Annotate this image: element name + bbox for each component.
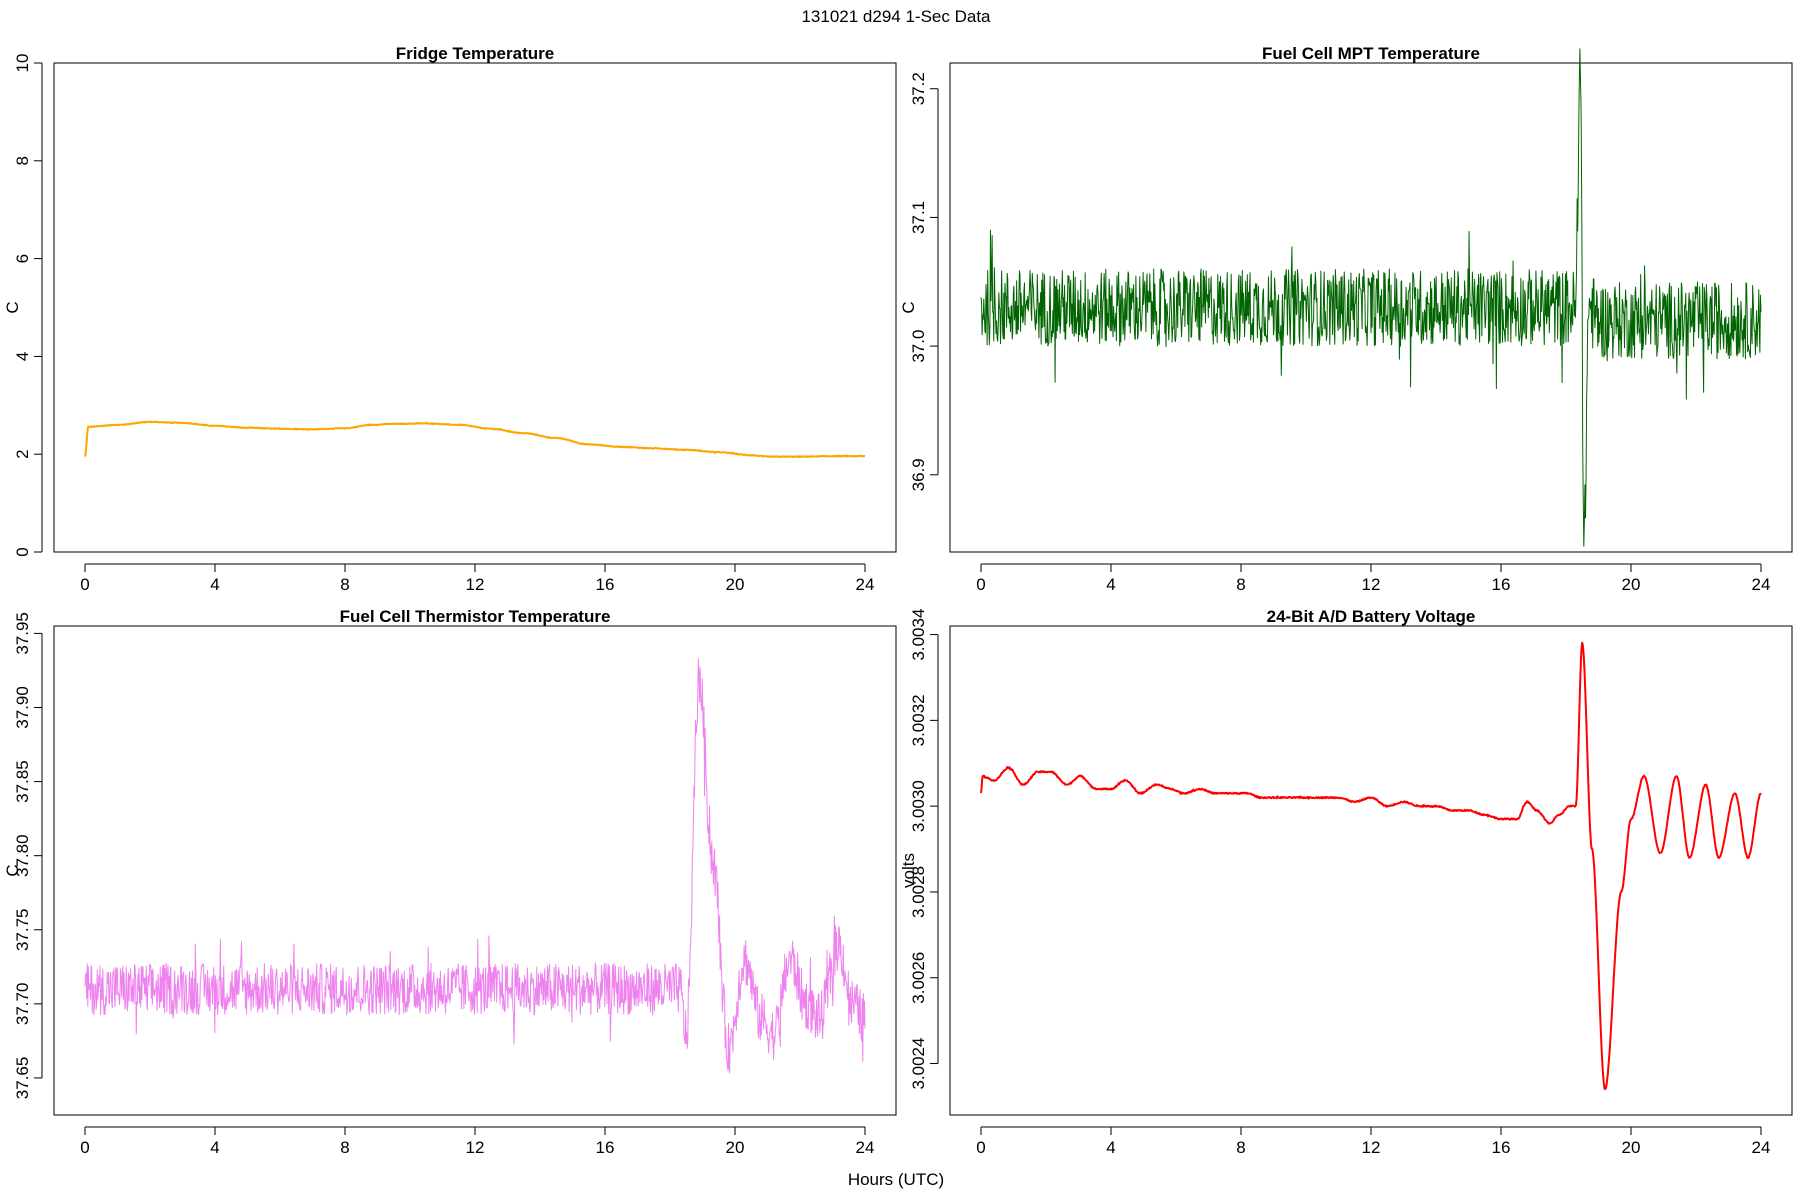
- y-tick-label: 37.90: [13, 686, 32, 729]
- y-tick-label: 36.9: [909, 458, 928, 491]
- x-tick-label: 8: [1236, 1138, 1245, 1157]
- x-tick-label: 16: [596, 575, 615, 594]
- y-tick-label: 6: [13, 254, 32, 263]
- x-tick-label: 20: [1622, 1138, 1641, 1157]
- y-tick-label: 3.0034: [909, 609, 928, 661]
- panel-title: 24-Bit A/D Battery Voltage: [1267, 607, 1476, 626]
- x-tick-label: 4: [1106, 1138, 1115, 1157]
- y-tick-label: 37.70: [13, 983, 32, 1026]
- y-tick-label: 3.0030: [909, 780, 928, 832]
- plot-frame: [949, 625, 1793, 1116]
- series-line-24-bit-a-d-battery-voltage: [980, 641, 1762, 1091]
- panel-title: Fridge Temperature: [396, 44, 554, 63]
- y-tick-label: 3.0024: [909, 1038, 928, 1090]
- x-tick-label: 20: [726, 1138, 745, 1157]
- x-axis-label: Hours (UTC): [848, 1170, 944, 1189]
- x-tick-label: 8: [340, 1138, 349, 1157]
- x-tick-label: 4: [210, 575, 219, 594]
- x-tick-label: 24: [856, 1138, 875, 1157]
- series-line-fridge-temperature: [84, 420, 866, 458]
- x-tick-label: 12: [466, 1138, 485, 1157]
- plot-frame: [53, 625, 897, 1116]
- y-tick-label: 0: [13, 547, 32, 556]
- x-tick-label: 16: [596, 1138, 615, 1157]
- y-tick-label: 3.0032: [909, 694, 928, 746]
- x-tick-label: 24: [856, 575, 875, 594]
- y-axis-label: volts: [899, 853, 918, 888]
- figure-title: 131021 d294 1-Sec Data: [801, 7, 991, 26]
- y-axis-label: C: [899, 301, 918, 313]
- x-tick-label: 0: [80, 1138, 89, 1157]
- panel-fuel-cell-thermistor-temperature: Fuel Cell Thermistor Temperature C 0 4 8 12 16…: [3, 607, 897, 1157]
- y-tick-label: 37.65: [13, 1057, 32, 1100]
- x-tick-label: 12: [1362, 1138, 1381, 1157]
- panel-title: Fuel Cell MPT Temperature: [1262, 44, 1480, 63]
- x-tick-label: 16: [1492, 1138, 1511, 1157]
- series-line-fuel-cell-mpt-temperature: [980, 48, 1762, 547]
- panel-fuel-cell-mpt-temperature: Fuel Cell MPT Temperature C 0 4 8 12 16 20 24 36.…: [899, 44, 1793, 594]
- x-tick-label: 12: [1362, 575, 1381, 594]
- x-tick-label: 0: [80, 575, 89, 594]
- x-tick-label: 4: [210, 1138, 219, 1157]
- panel-battery-voltage: 24-Bit A/D Battery Voltage volts 0 4 8 12 16 20…: [899, 607, 1793, 1157]
- x-tick-label: 8: [1236, 575, 1245, 594]
- y-tick-label: 37.95: [13, 612, 32, 655]
- x-tick-label: 20: [726, 575, 745, 594]
- y-tick-label: 37.75: [13, 908, 32, 951]
- plot-frame: [949, 62, 1793, 553]
- y-tick-label: 3.0028: [909, 866, 928, 918]
- y-tick-label: 37.1: [909, 201, 928, 234]
- y-tick-label: 37.0: [909, 330, 928, 363]
- x-tick-label: 8: [340, 575, 349, 594]
- x-tick-label: 0: [976, 1138, 985, 1157]
- y-tick-label: 3.0026: [909, 952, 928, 1004]
- y-tick-label: 37.85: [13, 760, 32, 803]
- x-tick-label: 20: [1622, 575, 1641, 594]
- y-tick-label: 37.2: [909, 72, 928, 105]
- x-tick-label: 24: [1752, 575, 1771, 594]
- y-tick-label: 4: [13, 352, 32, 361]
- x-tick-label: 16: [1492, 575, 1511, 594]
- plot-frame: [53, 62, 897, 553]
- y-tick-label: 8: [13, 156, 32, 165]
- x-tick-label: 0: [976, 575, 985, 594]
- series-line-fuel-cell-thermistor-temperature: [84, 658, 866, 1074]
- panel-title: Fuel Cell Thermistor Temperature: [340, 607, 611, 626]
- x-tick-label: 4: [1106, 575, 1115, 594]
- x-tick-label: 12: [466, 575, 485, 594]
- y-tick-label: 2: [13, 449, 32, 458]
- y-axis-label: C: [3, 864, 22, 876]
- y-axis-label: C: [3, 301, 22, 313]
- y-tick-label: 37.80: [13, 834, 32, 877]
- y-tick-label: 10: [13, 54, 32, 73]
- x-tick-label: 24: [1752, 1138, 1771, 1157]
